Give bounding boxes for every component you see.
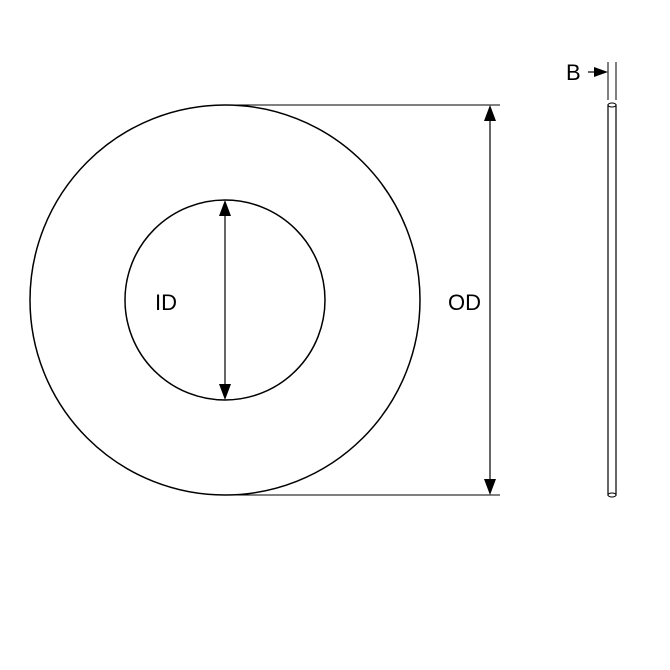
side-view-top-cap [608, 103, 616, 107]
side-view-profile [608, 105, 616, 495]
id-arrowhead-bottom [219, 384, 231, 400]
b-label: B [566, 60, 581, 86]
side-view-bottom-cap [608, 493, 616, 497]
id-label: ID [155, 290, 177, 316]
od-arrowhead-top [484, 105, 496, 121]
od-arrowhead-bottom [484, 479, 496, 495]
od-label: OD [448, 290, 481, 316]
b-arrowhead [594, 67, 608, 77]
id-arrowhead-top [219, 200, 231, 216]
washer-diagram [0, 0, 670, 670]
